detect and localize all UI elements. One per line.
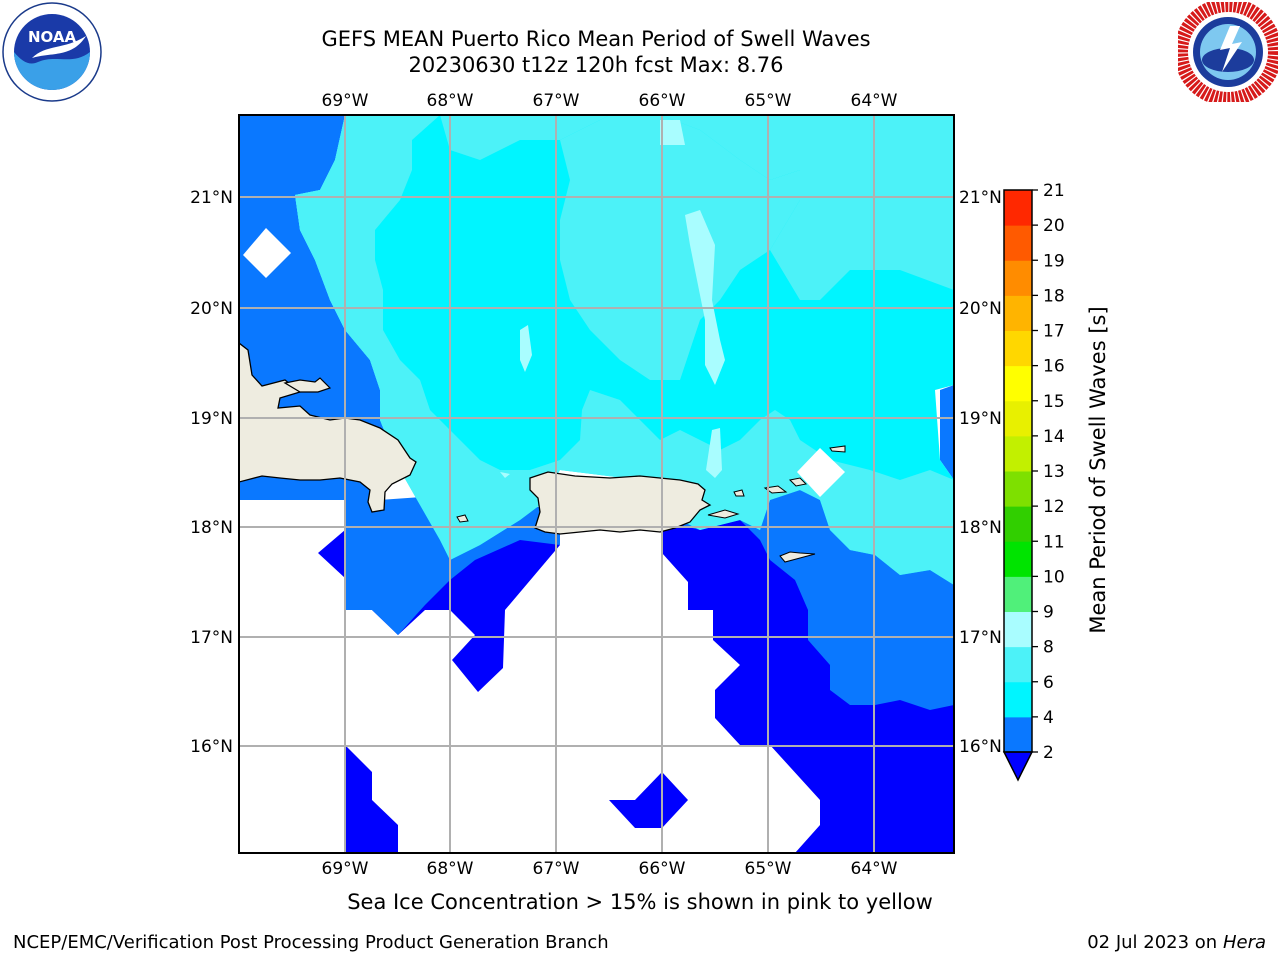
lon-labels-bottom: 69°W 68°W 67°W 66°W 65°W 64°W bbox=[322, 859, 898, 879]
footer-date: 02 Jul 2023 on Hera bbox=[1087, 932, 1266, 953]
colorbar-swatch bbox=[1004, 330, 1032, 367]
lat-labels-right: 21°N 20°N 19°N 18°N 17°N 16°N bbox=[959, 188, 1002, 757]
land-virgin-islands bbox=[733, 477, 808, 497]
colorbar-tick-label: 21 bbox=[1043, 181, 1065, 201]
colorbar-swatch bbox=[1004, 576, 1032, 612]
colorbar-swatch bbox=[1004, 541, 1032, 577]
lon-label: 67°W bbox=[533, 91, 580, 111]
land-mona bbox=[456, 514, 469, 523]
colorbar-swatch bbox=[1004, 716, 1032, 753]
noaa-logo: NOAA bbox=[2, 2, 102, 102]
lat-label: 18°N bbox=[959, 518, 1002, 538]
no-data-patch bbox=[243, 228, 291, 278]
contour-fill-10-12 bbox=[500, 120, 725, 478]
colorbar-swatch bbox=[1004, 471, 1032, 507]
lon-labels-top: 69°W 68°W 67°W 66°W 65°W 64°W bbox=[322, 91, 898, 111]
colorbar-tick-label: 18 bbox=[1043, 286, 1065, 306]
lat-labels-left: 21°N 20°N 19°N 18°N 17°N 16°N bbox=[190, 188, 233, 757]
land-hispaniola bbox=[239, 342, 417, 513]
colorbar-title: Mean Period of Swell Waves [s] bbox=[1086, 306, 1110, 634]
footer-date-text: 02 Jul 2023 on bbox=[1087, 932, 1223, 953]
colorbar-tick-label: 4 bbox=[1043, 708, 1054, 728]
gridlines bbox=[239, 115, 954, 853]
footer-credit: NCEP/EMC/Verification Post Processing Pr… bbox=[13, 932, 609, 953]
lat-label: 18°N bbox=[190, 518, 233, 538]
land-puerto-rico bbox=[529, 471, 712, 535]
colorbar-swatch bbox=[1004, 646, 1032, 683]
sea-ice-note: Sea Ice Concentration > 15% is shown in … bbox=[347, 890, 933, 914]
colorbar-tick-label: 19 bbox=[1043, 251, 1065, 271]
colorbar-swatch bbox=[1004, 365, 1032, 402]
colorbar-tick-label: 13 bbox=[1043, 462, 1065, 482]
lat-label: 20°N bbox=[959, 299, 1002, 319]
chart-title: GEFS MEAN Puerto Rico Mean Period of Swe… bbox=[321, 27, 871, 51]
lat-label: 17°N bbox=[190, 628, 233, 648]
land-st-croix bbox=[779, 551, 816, 563]
lat-label: 19°N bbox=[190, 409, 233, 429]
land-anguilla bbox=[829, 445, 846, 453]
lon-label: 69°W bbox=[322, 91, 369, 111]
lon-label: 64°W bbox=[851, 859, 898, 879]
lat-label: 19°N bbox=[959, 409, 1002, 429]
colorbar-tick-label: 20 bbox=[1043, 216, 1065, 236]
lon-label: 69°W bbox=[322, 859, 369, 879]
colorbar-tick-label: 6 bbox=[1043, 673, 1054, 693]
colorbar-swatch bbox=[1004, 400, 1032, 437]
footer-host: Hera bbox=[1222, 932, 1266, 953]
colorbar-swatch bbox=[1004, 260, 1032, 296]
map-frame bbox=[238, 114, 955, 854]
colorbar-tick-label: 15 bbox=[1043, 392, 1065, 412]
colorbar-tick-label: 12 bbox=[1043, 497, 1065, 517]
lat-label: 16°N bbox=[190, 737, 233, 757]
colorbar-tick-label: 17 bbox=[1043, 322, 1065, 342]
lat-label: 16°N bbox=[959, 737, 1002, 757]
lon-label: 65°W bbox=[745, 91, 792, 111]
colorbar-swatch bbox=[1004, 190, 1032, 226]
contour-fill-8-10 bbox=[295, 115, 954, 585]
lon-label: 66°W bbox=[639, 859, 686, 879]
colorbar-swatch bbox=[1004, 295, 1032, 331]
lon-label: 68°W bbox=[427, 91, 474, 111]
colorbar-swatch bbox=[1004, 225, 1032, 261]
lon-label: 65°W bbox=[745, 859, 792, 879]
colorbar-tick-label: 8 bbox=[1043, 638, 1054, 658]
lon-label: 64°W bbox=[851, 91, 898, 111]
colorbar-tick-label: 9 bbox=[1043, 603, 1054, 623]
land-vieques bbox=[707, 509, 740, 519]
lat-label: 21°N bbox=[959, 188, 1002, 208]
colorbar-tick-label: 16 bbox=[1043, 357, 1065, 377]
lat-label: 17°N bbox=[959, 628, 1002, 648]
noaa-logo-text: NOAA bbox=[28, 28, 77, 46]
lat-label: 20°N bbox=[190, 299, 233, 319]
land-hispaniola-north bbox=[283, 377, 332, 393]
nws-logo bbox=[1178, 2, 1278, 102]
no-data-patch bbox=[797, 448, 845, 497]
colorbar-swatch bbox=[1004, 435, 1032, 472]
colorbar: 2 4 6 8 9 10 11 12 13 14 15 16 17 18 19 20 21 bbox=[1002, 181, 1065, 782]
colorbar-swatch bbox=[1004, 611, 1032, 648]
colorbar-swatch bbox=[1004, 506, 1032, 542]
colorbar-swatch bbox=[1004, 681, 1032, 718]
colorbar-extend-min bbox=[1002, 751, 1034, 782]
lon-label: 66°W bbox=[639, 91, 686, 111]
colorbar-tick-label: 11 bbox=[1043, 532, 1065, 552]
map-area bbox=[239, 115, 954, 853]
colorbar-tick-label: 14 bbox=[1043, 427, 1065, 447]
lat-label: 21°N bbox=[190, 188, 233, 208]
colorbar-tick-label: 2 bbox=[1043, 743, 1054, 763]
colorbar-tick-label: 10 bbox=[1043, 567, 1065, 587]
lon-label: 67°W bbox=[533, 859, 580, 879]
chart-subtitle: 20230630 t12z 120h fcst Max: 8.76 bbox=[408, 53, 784, 77]
lon-label: 68°W bbox=[427, 859, 474, 879]
